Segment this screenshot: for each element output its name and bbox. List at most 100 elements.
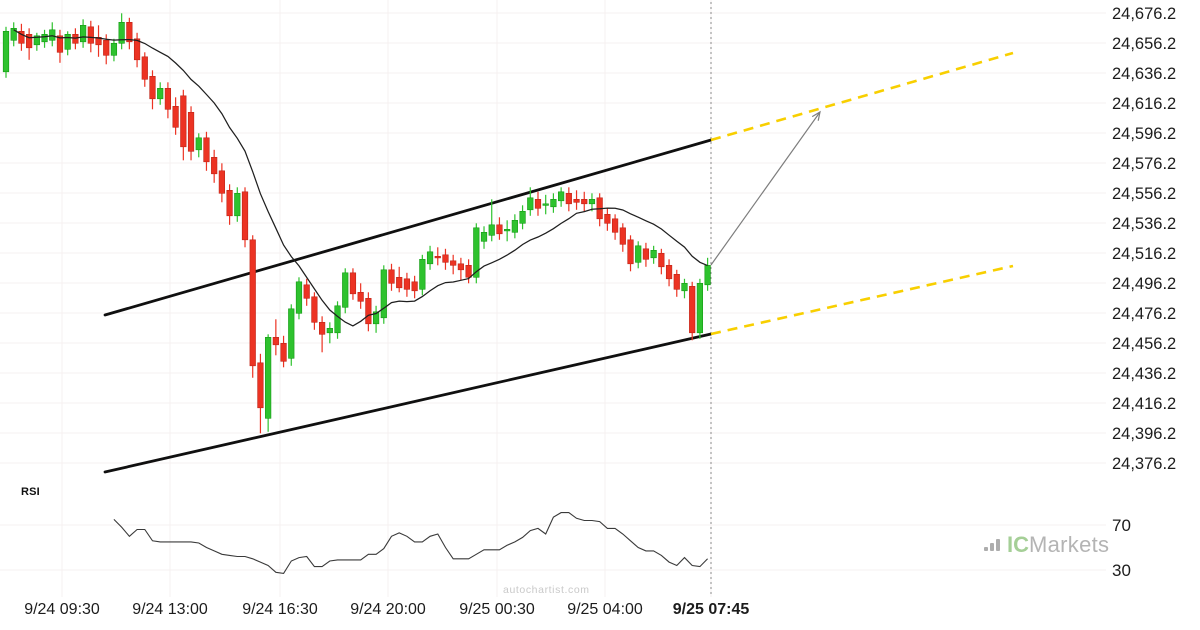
candle-up bbox=[650, 250, 657, 259]
candle-up bbox=[288, 308, 295, 359]
candle-down bbox=[141, 56, 148, 80]
candle-up bbox=[295, 281, 303, 314]
rsi-level-30-label: 30 bbox=[1112, 561, 1131, 580]
candle-down bbox=[172, 106, 179, 128]
candle-down bbox=[665, 264, 673, 280]
time-tick-label: 9/24 13:00 bbox=[132, 601, 208, 618]
candle-down bbox=[357, 291, 364, 302]
candle-down bbox=[442, 254, 449, 263]
candle-up bbox=[558, 191, 565, 202]
candle-up bbox=[550, 199, 557, 208]
icmarkets-logo: IC Markets bbox=[984, 534, 1109, 556]
candle-up bbox=[41, 33, 48, 43]
forecast-arrowhead bbox=[811, 110, 821, 121]
candle-up bbox=[504, 229, 511, 232]
candle-down bbox=[103, 39, 110, 56]
candle-down bbox=[565, 193, 572, 205]
price-tick-label: 24,516.2 bbox=[1112, 245, 1176, 263]
logo-ic-text: IC bbox=[1007, 532, 1029, 557]
price-tick-label: 24,556.2 bbox=[1112, 185, 1176, 203]
time-tick-label: 9/24 20:00 bbox=[350, 601, 426, 618]
candle-down bbox=[280, 342, 287, 362]
candle-up bbox=[118, 21, 125, 44]
logo-markets-text: Markets bbox=[1029, 532, 1110, 557]
rsi-panel-label: RSI bbox=[21, 486, 40, 498]
candle-up bbox=[64, 33, 71, 50]
candle-up bbox=[588, 199, 596, 205]
candle-up bbox=[696, 282, 703, 334]
candle-down bbox=[627, 239, 634, 265]
candle-up bbox=[519, 211, 526, 224]
price-tick-label: 24,616.2 bbox=[1112, 95, 1176, 113]
candle-down bbox=[95, 36, 102, 46]
candle-up bbox=[110, 42, 118, 56]
candle-down bbox=[218, 170, 225, 194]
candle-down bbox=[319, 321, 326, 335]
price-tick-label: 24,636.2 bbox=[1112, 65, 1176, 83]
candle-down bbox=[457, 263, 464, 271]
candle-up bbox=[2, 30, 10, 73]
price-tick-label: 24,576.2 bbox=[1112, 155, 1176, 173]
candle-down bbox=[573, 199, 580, 203]
candle-up bbox=[10, 27, 17, 41]
candle-down bbox=[604, 214, 611, 224]
price-tick-label: 24,536.2 bbox=[1112, 215, 1176, 233]
candle-down bbox=[164, 88, 172, 110]
upper-projection-line bbox=[710, 51, 1014, 142]
candle-up bbox=[704, 264, 711, 286]
candle-up bbox=[334, 305, 341, 334]
candle-down bbox=[581, 199, 588, 205]
candle-down bbox=[272, 336, 279, 346]
candle-down bbox=[388, 269, 395, 284]
price-tick-label: 24,476.2 bbox=[1112, 305, 1176, 323]
candle-down bbox=[496, 224, 503, 235]
candle-up bbox=[542, 203, 549, 206]
candle-down bbox=[18, 30, 25, 44]
candle-up bbox=[473, 227, 480, 278]
candle-down bbox=[465, 264, 472, 278]
candle-down bbox=[403, 278, 411, 290]
candle-down bbox=[673, 273, 680, 290]
candle-down bbox=[450, 260, 457, 266]
candle-down bbox=[133, 38, 141, 61]
rsi-line bbox=[113, 512, 708, 574]
candle-up bbox=[265, 336, 272, 419]
price-tick-label: 24,596.2 bbox=[1112, 125, 1176, 143]
moving-average-line bbox=[13, 29, 708, 327]
time-tick-label: 9/24 16:30 bbox=[242, 601, 318, 618]
time-tick-label: 9/25 00:30 bbox=[459, 601, 535, 618]
forecast-arrow bbox=[710, 111, 821, 266]
candle-down bbox=[257, 362, 264, 409]
candle-up bbox=[33, 35, 40, 46]
candle-down bbox=[203, 137, 210, 163]
candle-down bbox=[226, 190, 233, 217]
autochartist-watermark: autochartist.com bbox=[503, 584, 590, 596]
candle-down bbox=[241, 191, 249, 241]
candle-down bbox=[149, 76, 156, 100]
candle-up bbox=[380, 269, 387, 319]
candle-up bbox=[635, 245, 642, 263]
candle-down bbox=[87, 26, 94, 44]
price-tick-label: 24,656.2 bbox=[1112, 35, 1176, 53]
candle-down bbox=[689, 285, 696, 334]
candle-down bbox=[303, 284, 310, 299]
candle-down bbox=[26, 33, 33, 49]
candle-down bbox=[534, 199, 542, 209]
time-tick-label: 9/24 09:30 bbox=[24, 601, 100, 618]
candle-down bbox=[365, 297, 372, 325]
candle-down bbox=[396, 276, 403, 289]
candle-down bbox=[619, 227, 626, 245]
candle-up bbox=[326, 327, 333, 334]
candle-down bbox=[642, 248, 650, 260]
candle-up bbox=[157, 88, 164, 100]
candle-down bbox=[349, 272, 357, 295]
candle-up bbox=[511, 220, 518, 233]
candle-down bbox=[249, 239, 256, 367]
lower-projection-line bbox=[710, 264, 1014, 336]
price-tick-label: 24,376.2 bbox=[1112, 455, 1176, 473]
candle-up bbox=[195, 137, 202, 151]
candle-up bbox=[342, 272, 349, 308]
candle-down bbox=[126, 21, 133, 43]
